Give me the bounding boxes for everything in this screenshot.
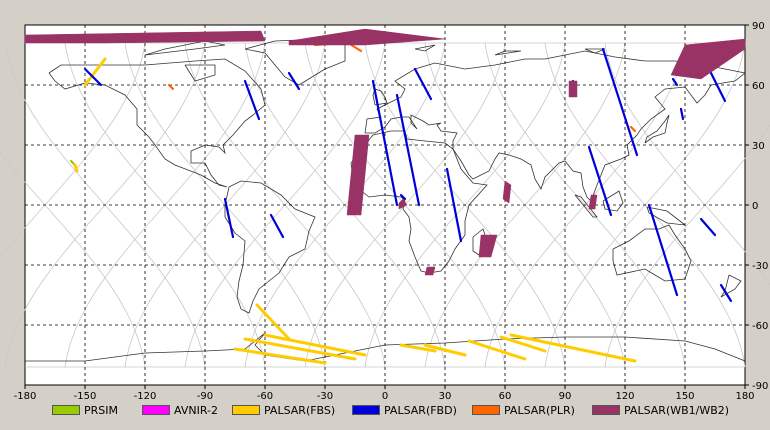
- y-tick-label: 60: [752, 81, 765, 92]
- y-tick-labels: 90 60 30 0 -30 -60 -90: [745, 21, 768, 392]
- swath-palsar-fbd-: [707, 67, 727, 103]
- y-tick-label: 90: [752, 21, 765, 32]
- swath-palsar-fbd-: [699, 217, 717, 237]
- x-tick-label: 90: [559, 391, 572, 400]
- x-tick-label: -30: [317, 391, 333, 400]
- swath-palsar-fbs-: [467, 339, 527, 361]
- coastline: [372, 88, 388, 106]
- coastline: [350, 130, 488, 274]
- coastline: [612, 224, 692, 282]
- legend-swatch: [52, 405, 80, 415]
- swath-palsar-fbd-: [671, 77, 679, 87]
- swath-palsar-wb1-wb2-: [24, 30, 266, 44]
- swath-palsar-fbs-: [423, 343, 467, 357]
- swath-palsar-fbd-: [223, 197, 235, 239]
- swath-palsar-plr-: [167, 83, 175, 91]
- x-tick-label: -150: [74, 391, 97, 400]
- swath-palsar-fbs-: [233, 347, 327, 365]
- x-tick-label: 120: [615, 391, 634, 400]
- y-tick-label: 0: [752, 201, 758, 212]
- legend-swatch: [352, 405, 380, 415]
- y-tick-label: 30: [752, 141, 765, 152]
- x-tick-label: 0: [382, 391, 388, 400]
- coverage-map[interactable]: -180 -150 -120 -90 -60 -30 0 30 60 90 120 150 180 90…: [0, 0, 770, 400]
- x-tick-label: -120: [134, 391, 157, 400]
- legend-swatch: [142, 405, 170, 415]
- x-tick-label: 150: [675, 391, 694, 400]
- swath-palsar-plr-: [629, 125, 637, 133]
- swath-palsar-wb1-wb2-: [502, 180, 512, 204]
- coastline: [224, 180, 316, 314]
- coastline: [720, 274, 742, 298]
- legend-label: PALSAR(FBS): [264, 403, 336, 417]
- swath-palsar-wb1-wb2-: [424, 266, 436, 276]
- coastline: [414, 44, 436, 52]
- legend-label: PALSAR(FBD): [384, 403, 457, 417]
- swath-palsar-fbd-: [395, 93, 421, 207]
- swath-palsar-fbs-: [509, 333, 637, 363]
- swath-palsar-fbd-: [371, 79, 399, 207]
- y-tick-label: -60: [752, 321, 768, 332]
- legend-item: PALSAR(PLR): [472, 403, 575, 417]
- swath-palsar-fbs-: [399, 343, 437, 353]
- swath-palsar-fbd-: [601, 47, 639, 157]
- legend-item: PRSIM: [52, 403, 118, 417]
- legend-label: AVNIR-2: [174, 403, 218, 417]
- swath-palsar-wb1-wb2-: [568, 80, 578, 98]
- x-tick-labels: -180 -150 -120 -90 -60 -30 0 30 60 90 120 150 180: [14, 385, 755, 400]
- swath-palsar-wb1-wb2-: [398, 198, 408, 210]
- x-tick-label: 30: [439, 391, 452, 400]
- coastline: [144, 40, 226, 56]
- legend-item: PALSAR(FBS): [232, 403, 335, 417]
- swath-palsar-wb1-wb2-: [588, 194, 598, 210]
- swath-palsar-fbs-: [73, 163, 79, 173]
- swath-palsar-wb1-wb2-: [670, 38, 746, 80]
- x-tick-label: -180: [14, 391, 37, 400]
- acquisition-layer: [24, 28, 746, 365]
- x-tick-label: 180: [735, 391, 754, 400]
- legend-item: AVNIR-2: [142, 403, 218, 417]
- swath-palsar-fbd-: [719, 283, 733, 303]
- swath-palsar-fbs-: [243, 337, 357, 361]
- legend-label: PALSAR(WB1/WB2): [624, 403, 730, 417]
- swath-palsar-fbd-: [287, 71, 301, 91]
- coastline: [584, 48, 606, 54]
- legend-swatch: [232, 405, 260, 415]
- swath-palsar-fbs-: [499, 335, 547, 353]
- x-tick-label: -90: [197, 391, 213, 400]
- legend-swatch: [472, 405, 500, 415]
- swath-palsar-fbd-: [243, 79, 261, 121]
- swath-palsar-wb1-wb2-: [288, 28, 446, 46]
- coastline: [184, 64, 216, 82]
- x-tick-label: -60: [257, 391, 273, 400]
- y-tick-label: -30: [752, 261, 768, 272]
- coastline: [574, 194, 598, 218]
- swath-palsar-fbd-: [445, 167, 463, 243]
- legend-swatch: [592, 405, 620, 415]
- coastline: [646, 206, 687, 226]
- legend: PRSIM AVNIR-2 PALSAR(FBS) PALSAR(FBD) PALSAR…: [0, 400, 770, 420]
- coastline: [644, 114, 670, 144]
- y-tick-label: -90: [752, 381, 768, 392]
- legend-label: PALSAR(PLR): [504, 403, 575, 417]
- swath-palsar-fbd-: [269, 213, 285, 239]
- swath-palsar-fbs-: [263, 333, 367, 357]
- legend-item: PALSAR(FBD): [352, 403, 457, 417]
- swath-palsar-fbs-: [83, 57, 107, 87]
- swath-palsar-wb1-wb2-: [478, 234, 498, 258]
- swath-palsar-fbd-: [647, 203, 679, 297]
- coastline: [602, 190, 624, 212]
- swath-palsar-fbd-: [399, 193, 407, 201]
- swath-palsar-wb1-wb2-: [346, 134, 370, 216]
- legend-label: PRSIM: [84, 403, 118, 417]
- swath-palsar-fbd-: [679, 107, 685, 121]
- swath-palsar-fbd-: [413, 67, 433, 101]
- swath-palsar-fbs-: [255, 303, 291, 341]
- x-tick-label: 60: [499, 391, 512, 400]
- coastline: [494, 50, 522, 56]
- coastline: [48, 58, 266, 188]
- legend-item: PALSAR(WB1/WB2): [592, 403, 729, 417]
- swath-palsar-fbd-: [83, 67, 103, 87]
- swath-palsar-fbd-: [587, 145, 613, 217]
